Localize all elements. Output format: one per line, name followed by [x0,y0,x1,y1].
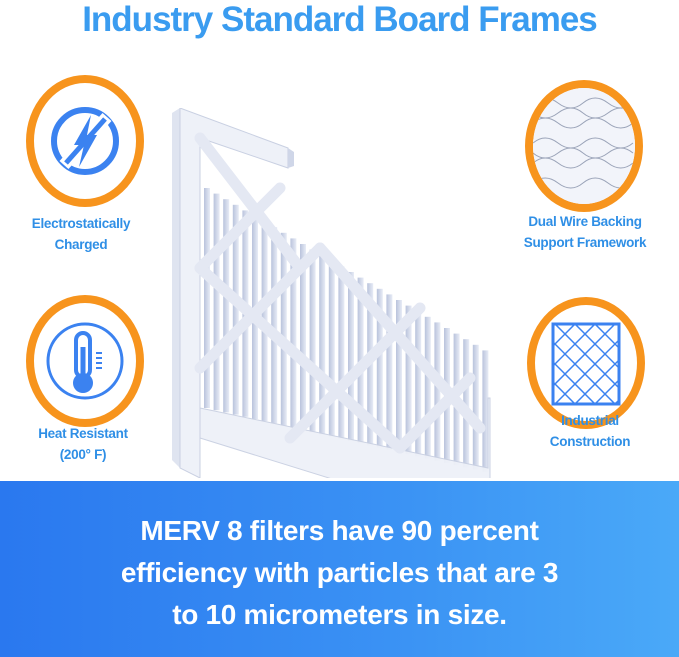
feature-label-electrostatic: Electrostatically Charged [0,213,166,255]
feature-line: Support Framework [523,235,647,250]
feature-line: Charged [54,237,108,252]
banner-text: MERV 8 filters have 90 percent efficienc… [0,510,679,636]
filter-pleat [424,316,431,459]
filter-pleat [328,260,335,437]
filter-pleat [309,249,316,433]
filter-pleat [300,244,306,430]
filter-pleat [396,300,402,452]
banner-line: to 10 micrometers in size. [172,599,507,630]
filter-pleat [405,305,412,455]
filter-pleat [204,188,210,408]
filter-pleat [290,238,297,428]
feature-line: Industrial [561,413,619,428]
filter-pleat [223,199,230,413]
feature-label-heat: Heat Resistant (200° F) [0,423,168,465]
filter-pleat [472,344,479,470]
feature-line: (200° F) [59,447,107,462]
filter-pleat [338,266,345,439]
grid-frame-icon [551,322,621,406]
banner-line: MERV 8 filters have 90 percent [140,515,539,546]
feature-circle-wire [525,80,643,212]
feature-circle-heat [26,295,144,427]
feature-circle-industrial [527,297,645,429]
air-filter-illustration [172,108,491,478]
filter-pleat [213,193,220,411]
filter-pleat [434,322,441,461]
feature-line: Dual Wire Backing [528,214,642,229]
filter-pleat [482,350,489,472]
filter-pleat [376,288,383,448]
feature-line: Electrostatically [31,216,131,231]
filter-pleat [319,255,326,435]
filter-pleat [386,294,393,450]
feature-line: Construction [549,434,631,449]
page-title: Industry Standard Board Frames [82,0,598,39]
filter-pleat [463,339,470,468]
feature-label-wire: Dual Wire Backing Support Framework [500,211,670,253]
electrostatic-bolt-icon [51,107,119,175]
filter-pleat [271,227,278,424]
thermometer-icon [46,322,124,400]
feature-circle-electrostatic [26,75,144,207]
feature-label-industrial: Industrial Construction [505,410,675,452]
filter-pleat [280,232,287,426]
filter-pleat [348,272,354,441]
banner-line: efficiency with particles that are 3 [120,557,559,588]
filter-pleat [232,204,239,415]
feature-line: Heat Resistant [38,426,128,441]
filter-pleat [415,311,422,457]
merv-info-banner: MERV 8 filters have 90 percent efficienc… [0,481,679,657]
wire-mesh-icon [533,88,635,204]
